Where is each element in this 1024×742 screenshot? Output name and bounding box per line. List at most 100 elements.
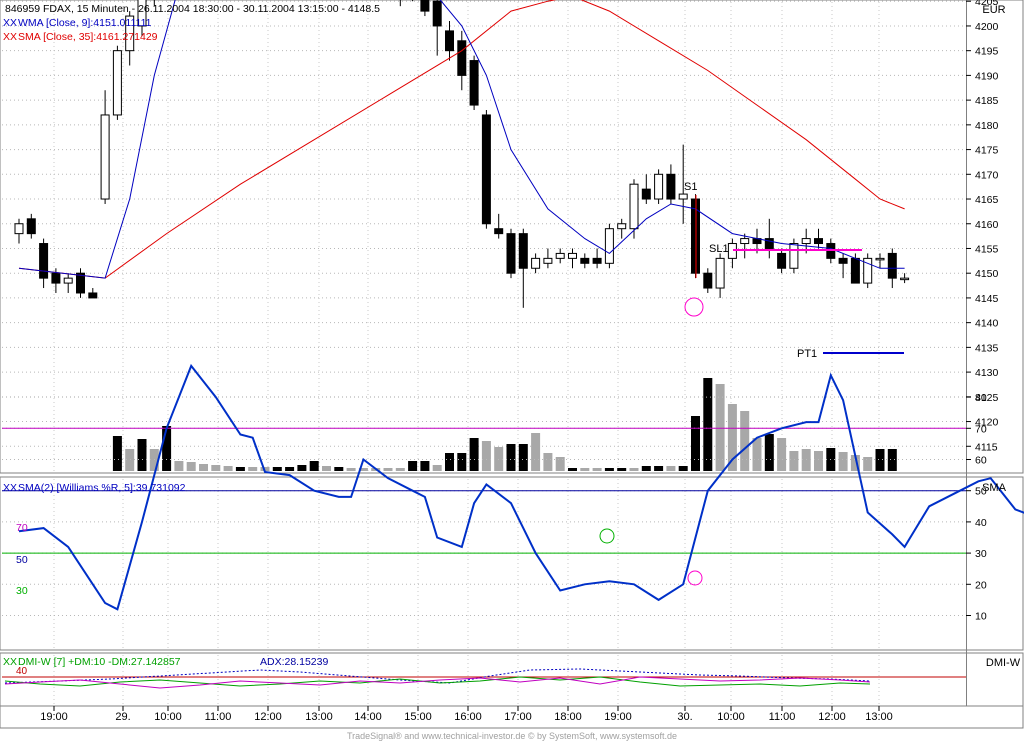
time-tick-label: 10:00	[717, 711, 745, 723]
volume-bar	[297, 465, 307, 471]
minus-dm-line	[4, 676, 871, 689]
volume-bar	[814, 451, 823, 471]
dmi-axis-title: DMI-W	[986, 657, 1021, 669]
candle-body	[789, 243, 799, 269]
williams-cross-down-circle	[687, 570, 703, 586]
time-tick-label: 11:00	[205, 711, 232, 723]
candle-body	[838, 257, 848, 264]
candle-body	[604, 228, 614, 264]
volume-bar	[395, 468, 405, 471]
volume-bar	[568, 468, 577, 471]
volume-bar	[383, 468, 393, 471]
candle-body	[445, 30, 454, 52]
level-30-label: 30	[16, 585, 28, 597]
price-tick-label: 4150	[975, 268, 999, 280]
volume-bar	[703, 378, 713, 471]
williams-tick-label: 20	[975, 579, 987, 591]
volume-bar	[137, 439, 147, 471]
volume-bar	[727, 404, 737, 471]
candle-body	[88, 292, 98, 299]
volume-bar	[838, 452, 848, 471]
candle-body	[740, 238, 750, 245]
symbol-legend: 846959 FDAX, 15 Minuten - 26.11.2004 18:…	[5, 3, 380, 15]
price-tick-label: 4160	[975, 219, 999, 231]
williams-tick-label: 50	[975, 486, 987, 498]
price-tick-label: 4140	[975, 318, 999, 330]
time-tick-label: 12:00	[254, 711, 282, 723]
time-tick-label: 30.	[677, 711, 692, 723]
volume-bar	[445, 453, 454, 471]
candle-body	[39, 243, 49, 279]
volume-bar	[112, 436, 122, 471]
williams-line	[18, 363, 1024, 611]
sma-35-line	[18, 0, 905, 279]
price-tick-label: 4180	[975, 120, 999, 132]
candle-body	[887, 252, 897, 279]
price-tick-label: 4190	[975, 70, 999, 82]
dmi-level-40-label: 40	[16, 666, 28, 677]
volume-bar	[518, 444, 528, 471]
candle-body	[777, 252, 787, 269]
time-tick-label: 16:00	[454, 711, 482, 723]
dmi-legend-prefix: XX	[3, 656, 17, 668]
volume-bar	[432, 465, 442, 471]
candle-body	[641, 188, 651, 200]
williams-tick-label: 40	[975, 517, 987, 529]
candle-body	[715, 257, 725, 289]
volume-bar	[617, 468, 627, 471]
sma-legend-prefix: XX	[3, 31, 17, 43]
dmi-legend-right: ADX:28.15239	[260, 656, 328, 668]
copyright-footer: TradeSignal® and www.technical-investor.…	[347, 731, 677, 741]
candle-body	[63, 277, 73, 284]
volume-bar	[740, 411, 750, 471]
volume-bar	[223, 466, 233, 471]
volume-bar	[764, 434, 774, 471]
volume-bar	[285, 467, 295, 471]
time-tick-label: 29.	[115, 711, 130, 723]
candle-body	[580, 257, 590, 264]
price-tick-label: 4165	[975, 194, 999, 206]
candle-body	[506, 233, 516, 274]
volume-bar	[346, 468, 356, 471]
candle-body	[420, 0, 430, 12]
williams-tick-label: 80	[975, 392, 987, 404]
time-tick-label: 10:00	[154, 711, 182, 723]
candle-body	[592, 257, 602, 264]
entry-circle	[684, 297, 704, 317]
volume-bar	[481, 441, 491, 471]
volume-bar	[777, 438, 787, 471]
wma-legend: WMA [Close, 9]:4151.011111	[18, 17, 152, 29]
volume-bar	[654, 466, 664, 471]
volume-bar	[174, 461, 184, 471]
volume-bar	[887, 449, 897, 471]
volume-bar	[592, 468, 602, 471]
volume-bar	[248, 467, 258, 471]
time-tick-label: 19:00	[40, 711, 68, 723]
price-tick-label: 4155	[975, 243, 999, 255]
price-tick-label: 4120	[975, 417, 999, 429]
candle-body	[617, 223, 627, 230]
price-tick-label: 4185	[975, 95, 999, 107]
time-tick-label: 13:00	[865, 711, 893, 723]
volume-bar	[678, 466, 688, 471]
price-tick-label: 4205	[975, 0, 999, 8]
volume-bar	[322, 466, 331, 471]
williams-tick-label: 10	[975, 611, 987, 623]
volume-bar	[162, 426, 172, 471]
time-tick-label: 17:00	[504, 711, 532, 723]
candle-body	[543, 257, 553, 264]
volume-bar	[555, 457, 565, 471]
sl1-label: SL1	[709, 243, 729, 255]
volume-bar	[235, 467, 245, 471]
candle-body	[14, 223, 24, 235]
price-tick-label: 4115	[975, 441, 998, 453]
candle-body	[125, 15, 135, 52]
wma-legend-prefix: XX	[3, 17, 17, 29]
candle-body	[814, 238, 823, 245]
time-tick-label: 11:00	[769, 711, 796, 723]
volume-bar	[358, 468, 368, 471]
price-tick-label: 4175	[975, 145, 999, 157]
williams-tick-label: 60	[975, 455, 987, 467]
